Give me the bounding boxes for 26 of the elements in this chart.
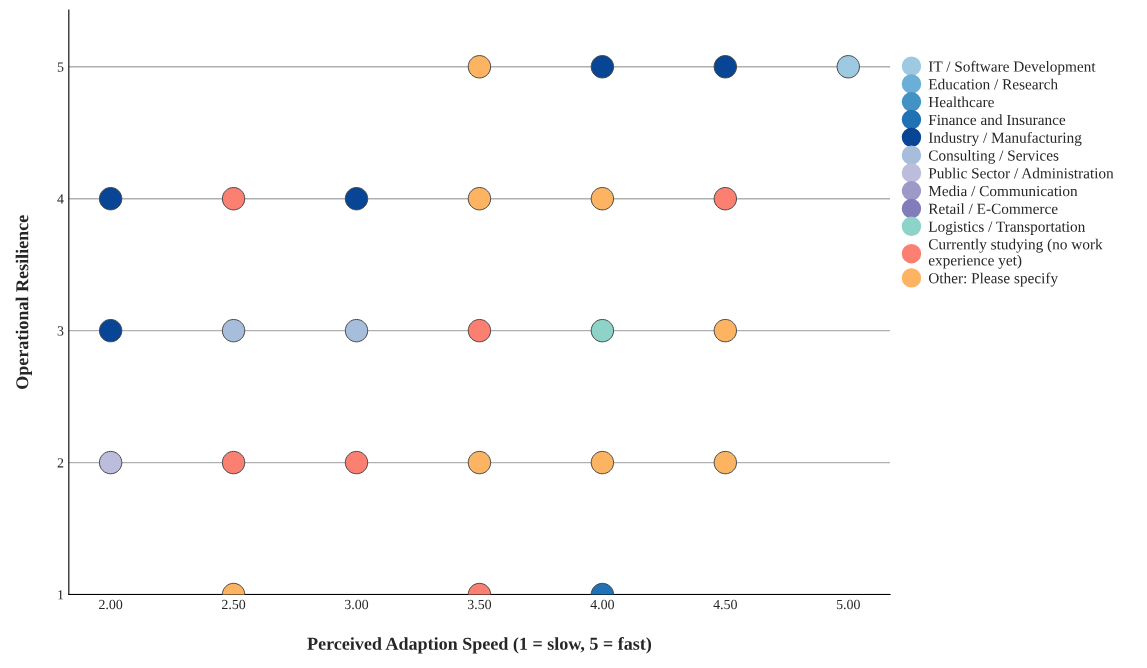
y-tick-label: 4 (57, 194, 64, 204)
y-axis-title: Operational Resilience (15, 215, 33, 389)
x-tick-label: 3.00 (345, 599, 369, 610)
legend-label: Media / Communication (928, 185, 1078, 197)
y-tick-label: 2 (57, 458, 64, 468)
legend-label: Logistics / Transportation (928, 221, 1086, 235)
y-tick-label: 3 (57, 326, 64, 336)
legend-label: IT / Software Development (928, 60, 1096, 75)
legend-label: Other: Please specify (928, 272, 1059, 287)
legend-label: Finance and Insurance (928, 114, 1066, 126)
x-tick-label: 3.50 (467, 599, 492, 610)
legend-label: Consulting / Services (928, 149, 1059, 164)
legend-label: Industry / Manufacturing (928, 131, 1082, 147)
x-tick-label: 2.00 (99, 599, 123, 610)
y-tick-label: 5 (57, 62, 64, 72)
legend-label: Healthcare (928, 96, 994, 108)
x-tick-label: 4.50 (713, 599, 737, 610)
x-tick-label: 4.00 (590, 599, 615, 610)
legend-label: Education / Research (928, 78, 1058, 90)
x-tick-label: 2.50 (222, 599, 246, 610)
legend-label: Public Sector / Administration (928, 167, 1114, 179)
x-tick-label: 5.00 (836, 599, 860, 610)
x-axis-title: Perceived Adaption Speed (1 = slow, 5 = fast) (307, 636, 652, 654)
legend-label: Currently studying (no work experience yet) (928, 238, 1103, 269)
y-tick-label: 1 (58, 590, 64, 600)
legend-label: Retail / E-Commerce (928, 203, 1058, 215)
